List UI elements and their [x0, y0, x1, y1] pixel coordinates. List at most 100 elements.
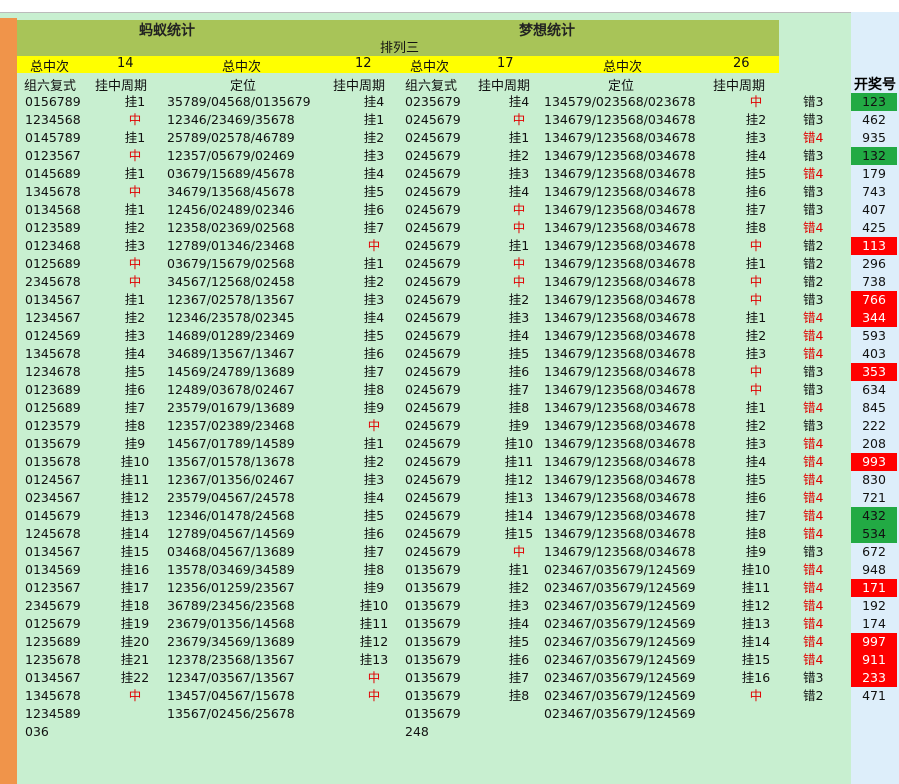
cell-position-2: 134679/123568/034678: [544, 328, 696, 343]
table-row: 1245678 挂14 12789/04567/14569 挂6 0245679 挂15 1…: [17, 525, 899, 543]
cell-combo-2: 0245679: [405, 292, 461, 307]
cell-position-1: 14689/01289/23469: [167, 328, 295, 343]
cell-position-2: 134679/123568/034678: [544, 166, 696, 181]
cell-cycle-1: 挂7: [124, 400, 146, 415]
cell-combo-2: 0135679: [405, 634, 461, 649]
cell-position-2: 134679/123568/034678: [544, 202, 696, 217]
total-hits-label-3: 总中次: [410, 60, 450, 75]
cell-cycle-1: 挂22: [120, 670, 150, 685]
cell-cycle-1: 中: [128, 256, 142, 271]
cell-combo-2: 0135679: [405, 580, 461, 595]
cell-result: 错4: [803, 220, 824, 235]
cell-position-2: 134679/123568/034678: [544, 490, 696, 505]
cell-position-1: 03468/04567/13689: [167, 544, 295, 559]
cell-cycle-1: 挂1: [124, 202, 146, 217]
cell-position-1: 12378/23568/13567: [167, 652, 295, 667]
cell-combo: 0156789: [25, 94, 81, 109]
cell-combo-2: 0245679: [405, 328, 461, 343]
lottery-number-cell: 123: [851, 93, 897, 111]
cell-position-2: 023467/035679/124569: [544, 562, 696, 577]
cell-cycle-3: 挂1: [508, 238, 530, 253]
table-row: 0123567 中 12357/05679/02469 挂3 0245679 挂2 1346…: [17, 147, 899, 165]
cell-cycle-2: [352, 705, 396, 723]
cell-cycle-4: 中: [749, 364, 763, 379]
cell-cycle-1: 挂18: [120, 598, 150, 613]
cell-position-1: 12356/01259/23567: [167, 580, 295, 595]
cell-result: 错2: [803, 238, 824, 253]
cell-cycle-4: 挂6: [745, 184, 767, 199]
cell-result: 错4: [803, 454, 824, 469]
cell-result: 错4: [803, 346, 824, 361]
cell-cycle-2: 中: [367, 418, 381, 433]
cell-position-1: 34679/13568/45678: [167, 184, 295, 199]
cell-cycle-3: 挂5: [508, 634, 530, 649]
col-header-cycle-4: 挂中周期: [713, 79, 766, 94]
cell-position-1: 12489/03678/02467: [167, 382, 295, 397]
cell-cycle-1: 挂3: [124, 328, 146, 343]
cell-cycle-3: [494, 705, 544, 723]
cell-cycle-4: 挂1: [745, 256, 767, 271]
table-row: 0134569 挂16 13578/03469/34589 挂8 0135679 挂1 02…: [17, 561, 899, 579]
cell-cycle-1: 挂21: [120, 652, 150, 667]
cell-position-1: 23579/04567/24578: [167, 490, 295, 505]
cell-result: 错3: [803, 418, 824, 433]
cell-combo: 0134568: [25, 202, 81, 217]
cell-position-2: 134679/123568/034678: [544, 526, 696, 541]
cell-cycle-3: 挂4: [508, 616, 530, 631]
cell-cycle-4: 挂2: [745, 328, 767, 343]
cell-position-1: 14567/01789/14589: [167, 436, 295, 451]
cell-cycle-3: 挂4: [508, 94, 530, 109]
cell-position-2: 023467/035679/124569: [544, 670, 696, 685]
cell-result: 错3: [803, 292, 824, 307]
cell-combo: 0145689: [25, 166, 81, 181]
col-header-position-2: 定位: [608, 79, 635, 94]
cell-position-2: 134679/123568/034678: [544, 238, 696, 253]
cell-combo: 0135679: [25, 436, 81, 451]
table-row: 1235678 挂21 12378/23568/13567 挂13 0135679 挂6 0…: [17, 651, 899, 669]
cell-cycle-2: 挂10: [359, 598, 389, 613]
cell-cycle-4: 挂5: [745, 472, 767, 487]
table-row: 0124569 挂3 14689/01289/23469 挂5 0245679 挂4 134…: [17, 327, 899, 345]
cell-result: 错4: [803, 562, 824, 577]
cell-cycle-2: 挂12: [359, 634, 389, 649]
cell-combo: 1345678: [25, 184, 81, 199]
cell-cycle-1: [113, 723, 157, 741]
table-row: 1345678 挂4 34689/13567/13467 挂6 0245679 挂5 134…: [17, 345, 899, 363]
table-row: 1345678 中 34679/13568/45678 挂5 0245679 挂4 1346…: [17, 183, 899, 201]
cell-cycle-2: 挂1: [363, 436, 385, 451]
cell-result: 错3: [803, 112, 824, 127]
table-row: 0145689 挂1 03679/15689/45678 挂4 0245679 挂3 134…: [17, 165, 899, 183]
cell-combo-2: 0135679: [405, 670, 461, 685]
cell-result: 错2: [803, 256, 824, 271]
lottery-number-cell: 353: [851, 363, 897, 381]
cell-position-1: 03679/15689/45678: [167, 166, 295, 181]
cell-position-1: 12358/02369/02568: [167, 220, 295, 235]
cell-combo-2: 0245679: [405, 346, 461, 361]
cell-result: 错3: [803, 202, 824, 217]
cell-result: 错2: [803, 688, 824, 703]
cell-position-1: 13578/03469/34589: [167, 562, 295, 577]
title-bar: 蚂蚁统计 梦想统计: [17, 20, 779, 56]
cell-cycle-1: 挂8: [124, 418, 146, 433]
cell-combo-2: 0135679: [405, 562, 461, 577]
cell-combo: 0134567: [25, 544, 81, 559]
cell-combo-2: 0245679: [405, 526, 461, 541]
cell-cycle-3: 挂5: [508, 346, 530, 361]
cell-position-2: 134679/123568/034678: [544, 544, 696, 559]
cell-result: 错2: [803, 274, 824, 289]
col-header-combo-2: 组六复式: [405, 79, 458, 94]
cell-result: 错3: [803, 94, 824, 109]
cell-result: 错4: [803, 472, 824, 487]
cell-result: 错4: [803, 400, 824, 415]
cell-cycle-2: 挂2: [363, 130, 385, 145]
lottery-number-cell: 935: [862, 130, 886, 145]
cell-cycle-2: 挂5: [363, 328, 385, 343]
cell-position-1: 12789/01346/23468: [167, 238, 295, 253]
cell-cycle-1: 挂13: [120, 508, 150, 523]
cell-position-1: 12456/02489/02346: [167, 202, 295, 217]
cell-combo: 1235689: [25, 634, 81, 649]
cell-result: 错4: [803, 616, 824, 631]
cell-result: 错4: [803, 310, 824, 325]
cell-cycle-3: 中: [512, 256, 526, 271]
